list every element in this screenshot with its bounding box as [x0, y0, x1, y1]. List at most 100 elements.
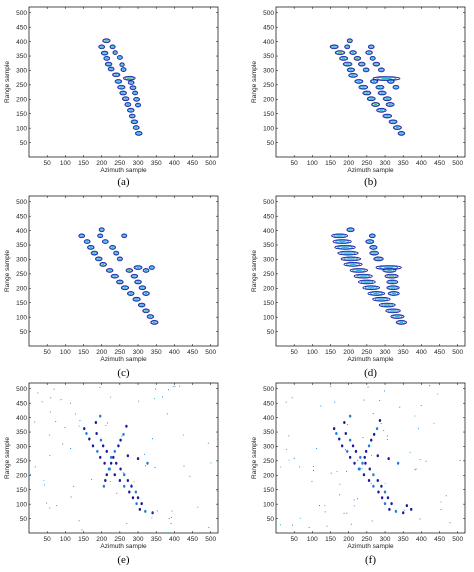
target-point	[123, 473, 126, 477]
target-point	[136, 457, 140, 461]
target-core	[369, 98, 373, 100]
target-outer-contour	[349, 268, 369, 273]
target-core	[346, 258, 355, 260]
y-axis-label: Range sample	[251, 437, 258, 479]
x-tick-labels: 50 100 150 200 250 300 350 400 450 500	[44, 7, 217, 167]
noise-point	[291, 397, 293, 399]
target-core	[372, 80, 376, 83]
target-outer-contour	[105, 268, 114, 273]
target-outer-contour	[142, 268, 150, 273]
noise-point	[154, 467, 156, 469]
noise-point	[440, 501, 442, 503]
target-mid-contour	[337, 245, 353, 249]
target-core	[356, 57, 359, 59]
x-tick-label: 200	[343, 536, 354, 543]
x-tick-label: 300	[133, 536, 144, 543]
target-core	[129, 81, 133, 84]
noise-point	[91, 478, 93, 480]
target-core	[131, 87, 135, 89]
target-core	[348, 229, 353, 231]
target-mid-contour	[91, 251, 98, 255]
noise-point	[299, 466, 301, 468]
target-point	[109, 461, 113, 465]
x-tick-label: 200	[343, 160, 354, 167]
y-tick-label: 100	[263, 314, 274, 321]
target-point	[335, 431, 338, 435]
noise-point	[308, 527, 310, 529]
target-core	[100, 229, 103, 231]
noise-point	[336, 470, 338, 473]
noise-point	[105, 424, 107, 427]
noise-point	[386, 438, 388, 441]
x-tick-label: 450	[187, 349, 198, 356]
target-core	[122, 68, 125, 71]
target-outer-contour	[375, 84, 385, 90]
target-core	[345, 63, 350, 65]
target-point	[144, 509, 147, 513]
x-axis-label: Azimuth sample	[347, 167, 394, 174]
y-axis-label: Range sample	[4, 437, 11, 479]
noise-point	[73, 485, 75, 487]
target-point	[107, 467, 111, 471]
target-outer-contour	[132, 90, 139, 96]
plot-frame	[28, 195, 219, 347]
target-mid-contour	[363, 91, 371, 95]
noise-point	[170, 523, 172, 525]
y-axis-label: Range sample	[4, 250, 11, 292]
noise-point	[197, 506, 199, 508]
noise-point	[174, 386, 176, 388]
y-tick-label: 300	[16, 257, 27, 264]
x-tick-label: 250	[361, 349, 372, 356]
target-point	[119, 438, 122, 442]
target-mid-contour	[135, 103, 141, 107]
x-tick-label: 100	[60, 160, 71, 167]
target-outer-contour	[370, 79, 379, 84]
target-outer-contour	[353, 55, 362, 61]
noise-point	[116, 492, 118, 494]
target-mid-contour	[133, 297, 140, 301]
target-mid-contour	[84, 240, 90, 244]
x-tick-label: 50	[44, 160, 52, 167]
target-point	[364, 449, 368, 453]
noise-point	[60, 399, 62, 401]
x-tick-label: 250	[114, 349, 125, 356]
y-tick-label: 400	[16, 39, 27, 46]
target-mid-contour	[88, 245, 94, 249]
target-outer-contour	[331, 233, 349, 239]
target-core	[385, 98, 389, 100]
target-mid-contour	[340, 56, 347, 60]
x-tick-label: 350	[398, 536, 409, 543]
target-point	[126, 479, 130, 482]
target-core	[360, 63, 364, 65]
target-outer-contour	[367, 291, 386, 296]
target-point	[131, 496, 135, 500]
target-core	[394, 315, 401, 318]
y-tick-label: 450	[263, 400, 274, 407]
target-outer-contour	[382, 96, 392, 102]
target-outer-contour	[346, 38, 353, 44]
noise-point	[121, 435, 123, 437]
target-point	[136, 496, 140, 500]
y-tick-labels: 50 100 150 200 250 300 350 400 450 500	[263, 199, 465, 336]
y-tick-label: 300	[263, 68, 274, 75]
target-mid-contour	[364, 286, 378, 290]
target-mid-contour	[366, 240, 374, 244]
noise-point	[126, 522, 128, 524]
panel-a: 50 100 150 200 250 300 350 400 450 500 50 100 150 20…	[4, 6, 219, 188]
target-core	[140, 304, 144, 306]
noise-point	[154, 388, 157, 390]
x-tick-label: 150	[78, 160, 89, 167]
target-outer-contour	[387, 79, 395, 84]
panel-label: (d)	[364, 367, 377, 379]
noise-point	[133, 481, 135, 483]
target-outer-contour	[133, 265, 143, 270]
target-core	[372, 292, 380, 295]
noise-point	[414, 415, 416, 417]
target-mid-contour	[132, 91, 138, 95]
target-outer-contour	[387, 291, 400, 296]
x-tick-label: 50	[291, 160, 299, 167]
target-point	[332, 427, 336, 431]
y-tick-label: 150	[263, 111, 274, 118]
target-outer-contour	[109, 44, 116, 50]
x-tick-labels: 50 100 150 200 250 300 350 400 450 500	[44, 383, 217, 543]
